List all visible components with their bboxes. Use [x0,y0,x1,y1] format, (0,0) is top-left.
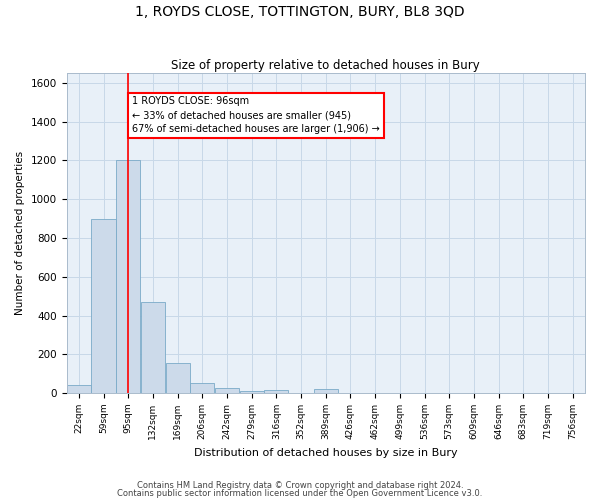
Y-axis label: Number of detached properties: Number of detached properties [15,151,25,315]
Bar [264,390,289,393]
Text: 1, ROYDS CLOSE, TOTTINGTON, BURY, BL8 3QD: 1, ROYDS CLOSE, TOTTINGTON, BURY, BL8 3Q… [135,5,465,19]
Bar [91,218,116,393]
Bar [141,302,165,393]
Text: Contains public sector information licensed under the Open Government Licence v3: Contains public sector information licen… [118,489,482,498]
Bar [215,388,239,393]
Bar [314,389,338,393]
Bar [67,386,91,393]
X-axis label: Distribution of detached houses by size in Bury: Distribution of detached houses by size … [194,448,458,458]
Bar [190,384,214,393]
Bar [239,391,264,393]
Text: 1 ROYDS CLOSE: 96sqm
← 33% of detached houses are smaller (945)
67% of semi-deta: 1 ROYDS CLOSE: 96sqm ← 33% of detached h… [132,96,380,134]
Bar [166,363,190,393]
Bar [116,160,140,393]
Title: Size of property relative to detached houses in Bury: Size of property relative to detached ho… [172,59,480,72]
Text: Contains HM Land Registry data © Crown copyright and database right 2024.: Contains HM Land Registry data © Crown c… [137,480,463,490]
